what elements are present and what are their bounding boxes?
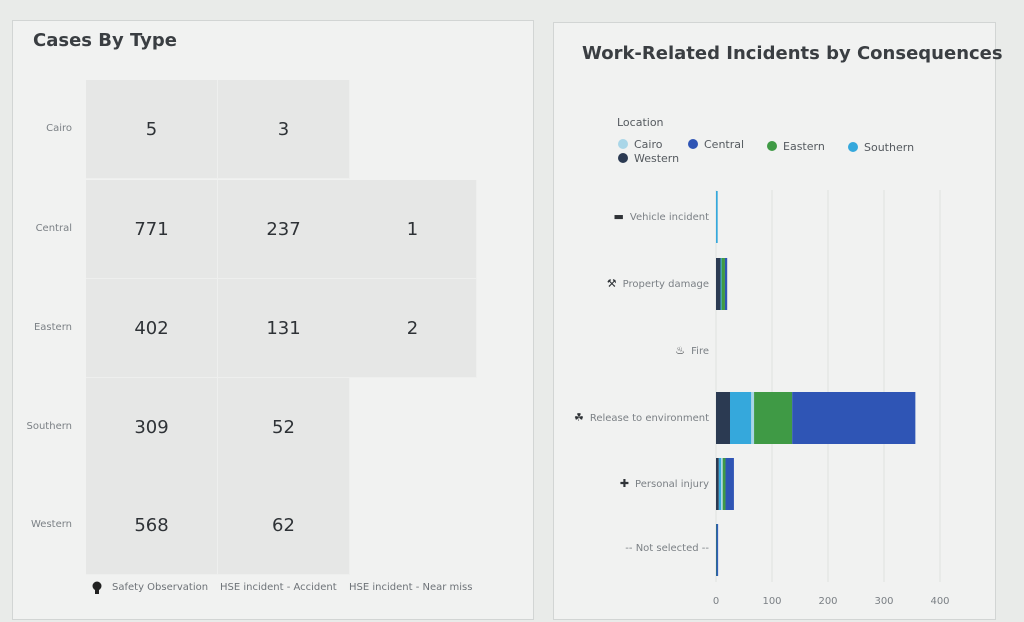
legend-item-cairo[interactable]: Cairo	[618, 138, 663, 151]
category-label: ♨ Fire	[675, 344, 709, 357]
heatmap-column-safety-observation: Safety Observation	[112, 582, 209, 593]
category-label: ✚ Personal injury	[619, 477, 709, 490]
bar-segment-cairo[interactable]	[751, 392, 755, 444]
bar-segment-western[interactable]	[716, 392, 730, 444]
heatmap-cell: 402	[86, 279, 218, 378]
bar-segment-central[interactable]	[724, 258, 728, 310]
legend-swatch	[618, 153, 628, 163]
legend-label: Eastern	[783, 140, 825, 153]
bar-segment-southern[interactable]	[716, 191, 718, 243]
x-tick-label: 400	[930, 596, 949, 607]
bar-segment-eastern[interactable]	[722, 458, 726, 510]
category-label: ⚒ Property damage	[606, 277, 709, 290]
x-tick-label: 0	[713, 596, 719, 607]
bar-segment-eastern[interactable]	[721, 258, 725, 310]
legend-swatch	[618, 139, 628, 149]
x-tick-label: 200	[818, 596, 837, 607]
category-label: ▬ Vehicle incident	[613, 210, 710, 223]
bar-segment-southern[interactable]	[720, 258, 722, 310]
legend-item-western[interactable]: Western	[618, 152, 679, 165]
bar-segment-eastern[interactable]	[754, 392, 793, 444]
heatmap-row-label: Western	[30, 518, 72, 530]
incidents-by-consequences-panel: Work-Related Incidents by Consequences	[553, 22, 1003, 620]
bar-segment-western[interactable]	[716, 524, 717, 576]
heatmap-row-label: Cairo	[46, 122, 72, 134]
bulb-icon	[92, 581, 102, 594]
heatmap-cell: 1	[349, 180, 477, 279]
heatmap-row-label: Central	[35, 222, 72, 234]
legend-title: Location	[617, 116, 664, 129]
legend-swatch	[767, 141, 777, 151]
wrench-icon: ⚒	[606, 277, 617, 290]
heatmap-cell: 2	[349, 279, 477, 378]
fire-icon: ♨	[675, 344, 686, 357]
legend-item-eastern[interactable]: Eastern	[767, 140, 825, 153]
legend-label: Central	[704, 138, 745, 151]
heatmap-cell: 3	[218, 80, 350, 179]
heatmap-cell: 52	[218, 378, 350, 477]
category-label: ☘ Release to environment	[573, 411, 709, 424]
bar-segment-southern[interactable]	[718, 458, 722, 510]
heatmap-cell: 62	[218, 476, 350, 575]
heatmap-row-label: Eastern	[33, 321, 72, 333]
heatmap-cell: 568	[86, 476, 218, 575]
legend-swatch	[688, 139, 698, 149]
category-label: -- Not selected --	[625, 543, 709, 554]
bar-segment-western[interactable]	[716, 458, 719, 510]
bar-segment-western[interactable]	[716, 258, 721, 310]
heatmap-column-hse-accident: HSE incident - Accident	[220, 582, 337, 593]
x-tick-label: 100	[762, 596, 781, 607]
heatmap-row-label: Southern	[26, 420, 73, 432]
bar-segment-central[interactable]	[717, 524, 719, 576]
x-tick-label: 300	[874, 596, 893, 607]
heatmap-cell: 5	[86, 80, 218, 179]
first-aid-kit-icon: ✚	[619, 477, 630, 490]
legend-item-central[interactable]: Central	[688, 138, 744, 151]
legend-item-southern[interactable]: Southern	[848, 141, 914, 154]
bar-segment-central[interactable]	[725, 458, 734, 510]
heatmap-cell: 237	[218, 180, 350, 279]
cases-by-type-title: Cases By Type	[33, 30, 177, 51]
heatmap-cell: 131	[218, 279, 350, 378]
legend-label: Western	[634, 152, 680, 165]
bar-segment-southern[interactable]	[730, 392, 752, 444]
bar-segment-cairo[interactable]	[721, 458, 723, 510]
bar-segment-central[interactable]	[792, 392, 916, 444]
legend-label: Southern	[864, 141, 915, 154]
legend-label: Cairo	[634, 138, 663, 151]
bed-icon: ▬	[613, 210, 624, 223]
incidents-chart-title: Work-Related Incidents by Consequences	[582, 43, 1003, 64]
leaf-shield-icon: ☘	[573, 411, 584, 424]
legend-swatch	[848, 142, 858, 152]
bar-segment-southern[interactable]	[716, 524, 718, 576]
heatmap-column-hse-near-miss: HSE incident - Near miss	[349, 582, 473, 593]
heatmap-cell: 771	[86, 180, 218, 279]
heatmap-cell: 309	[86, 378, 218, 477]
